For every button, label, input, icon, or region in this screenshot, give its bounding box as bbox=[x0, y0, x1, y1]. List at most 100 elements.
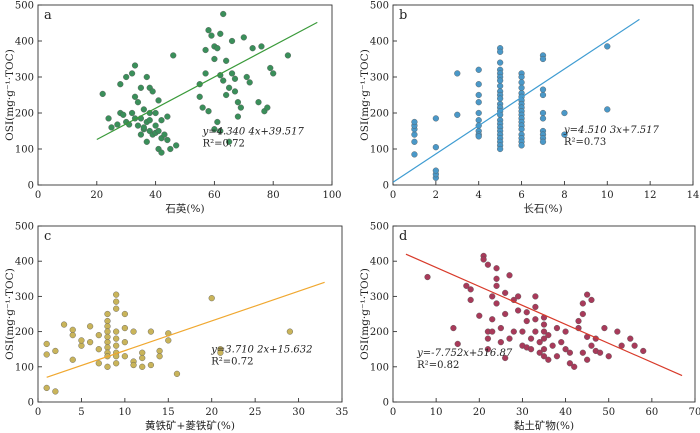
data-point bbox=[532, 303, 539, 311]
y-tick-label: 300 bbox=[15, 73, 34, 84]
data-point bbox=[489, 293, 496, 300]
x-tick-label: 30 bbox=[292, 407, 305, 418]
data-point bbox=[424, 273, 431, 281]
y-tick-label: 300 bbox=[370, 73, 389, 84]
data-point bbox=[270, 70, 277, 77]
panel-b: 0 2 4 6 8 10 12 14 0 100 200 300 400 500 长石(%) OSI(mg·g… bbox=[359, 1, 699, 216]
y-tick-label: 300 bbox=[370, 292, 389, 303]
data-point bbox=[202, 70, 209, 77]
data-point bbox=[532, 316, 539, 323]
data-point bbox=[113, 328, 120, 335]
data-point bbox=[170, 52, 177, 59]
data-point bbox=[267, 64, 274, 72]
plot-frame bbox=[37, 4, 333, 186]
data-point bbox=[536, 349, 543, 356]
data-point bbox=[208, 32, 215, 39]
data-point bbox=[640, 347, 647, 355]
data-point bbox=[411, 138, 418, 145]
data-point bbox=[584, 291, 591, 298]
data-point bbox=[454, 340, 461, 348]
data-point bbox=[113, 360, 120, 367]
r-squared: R²=0.72 bbox=[203, 139, 245, 150]
x-tick-label: 40 bbox=[149, 190, 162, 201]
data-point bbox=[506, 335, 513, 342]
x-tick-label: 40 bbox=[559, 407, 572, 418]
data-point bbox=[506, 272, 513, 279]
data-point bbox=[553, 353, 561, 360]
data-point bbox=[489, 328, 496, 335]
x-tick-label: 20 bbox=[205, 407, 218, 418]
data-point bbox=[69, 326, 76, 333]
data-point bbox=[137, 131, 145, 138]
data-point bbox=[104, 317, 111, 325]
data-point bbox=[217, 127, 224, 135]
data-point bbox=[562, 328, 569, 335]
data-point bbox=[143, 73, 150, 81]
x-tick-label: 12 bbox=[644, 190, 657, 201]
data-point bbox=[69, 356, 76, 363]
data-point bbox=[117, 81, 124, 88]
data-point bbox=[156, 347, 163, 355]
data-point bbox=[519, 328, 526, 335]
y-tick-label: 500 bbox=[15, 1, 34, 12]
data-point bbox=[518, 84, 525, 91]
x-tick-label: 4 bbox=[476, 190, 482, 201]
data-point bbox=[231, 75, 239, 82]
data-point bbox=[493, 275, 500, 282]
data-point bbox=[226, 84, 233, 91]
data-point bbox=[497, 59, 504, 66]
x-tick-label: 70 bbox=[689, 407, 700, 418]
data-point bbox=[475, 133, 482, 140]
data-point bbox=[627, 335, 634, 342]
data-point bbox=[523, 317, 530, 325]
data-point bbox=[475, 66, 482, 73]
data-point bbox=[475, 109, 482, 117]
data-point bbox=[113, 298, 120, 305]
data-point bbox=[566, 360, 573, 367]
data-point bbox=[549, 342, 556, 349]
data-point bbox=[52, 347, 59, 355]
x-tick-label: 0 bbox=[35, 190, 41, 201]
data-point bbox=[286, 328, 293, 335]
data-point bbox=[588, 342, 595, 349]
data-point bbox=[518, 126, 525, 133]
data-point bbox=[43, 351, 50, 358]
data-point bbox=[454, 70, 461, 77]
x-tick-label: 0 bbox=[390, 190, 396, 201]
data-point bbox=[475, 91, 482, 99]
y-tick-label: 100 bbox=[370, 145, 389, 156]
data-point bbox=[539, 55, 547, 63]
data-point bbox=[467, 296, 474, 304]
data-point bbox=[108, 124, 115, 131]
y-tick-label: 0 bbox=[28, 398, 34, 409]
data-point bbox=[264, 104, 271, 111]
data-point bbox=[121, 339, 128, 346]
x-axis-label: 黄铁矿+菱铁矿(%) bbox=[145, 419, 235, 432]
data-point bbox=[217, 349, 224, 356]
data-point bbox=[95, 346, 102, 353]
data-point bbox=[228, 37, 236, 45]
data-point bbox=[450, 324, 457, 332]
data-point bbox=[128, 109, 136, 117]
data-point bbox=[540, 335, 548, 342]
data-point bbox=[149, 88, 156, 95]
x-tick-label: 10 bbox=[118, 407, 131, 418]
data-point bbox=[226, 138, 233, 145]
data-point bbox=[104, 323, 111, 330]
data-point bbox=[604, 106, 611, 113]
data-point bbox=[411, 131, 418, 138]
data-point bbox=[475, 117, 482, 124]
data-point bbox=[164, 136, 171, 144]
data-point bbox=[134, 99, 142, 106]
data-point bbox=[566, 349, 573, 356]
data-point bbox=[411, 118, 418, 126]
data-point bbox=[518, 79, 525, 86]
plot-frame bbox=[392, 225, 696, 403]
data-point bbox=[95, 332, 102, 339]
data-point bbox=[463, 282, 470, 289]
y-tick-label: 300 bbox=[15, 292, 34, 303]
data-point bbox=[69, 332, 76, 339]
y-tick-label: 500 bbox=[370, 222, 389, 233]
data-point bbox=[95, 360, 102, 367]
data-point bbox=[432, 167, 439, 174]
